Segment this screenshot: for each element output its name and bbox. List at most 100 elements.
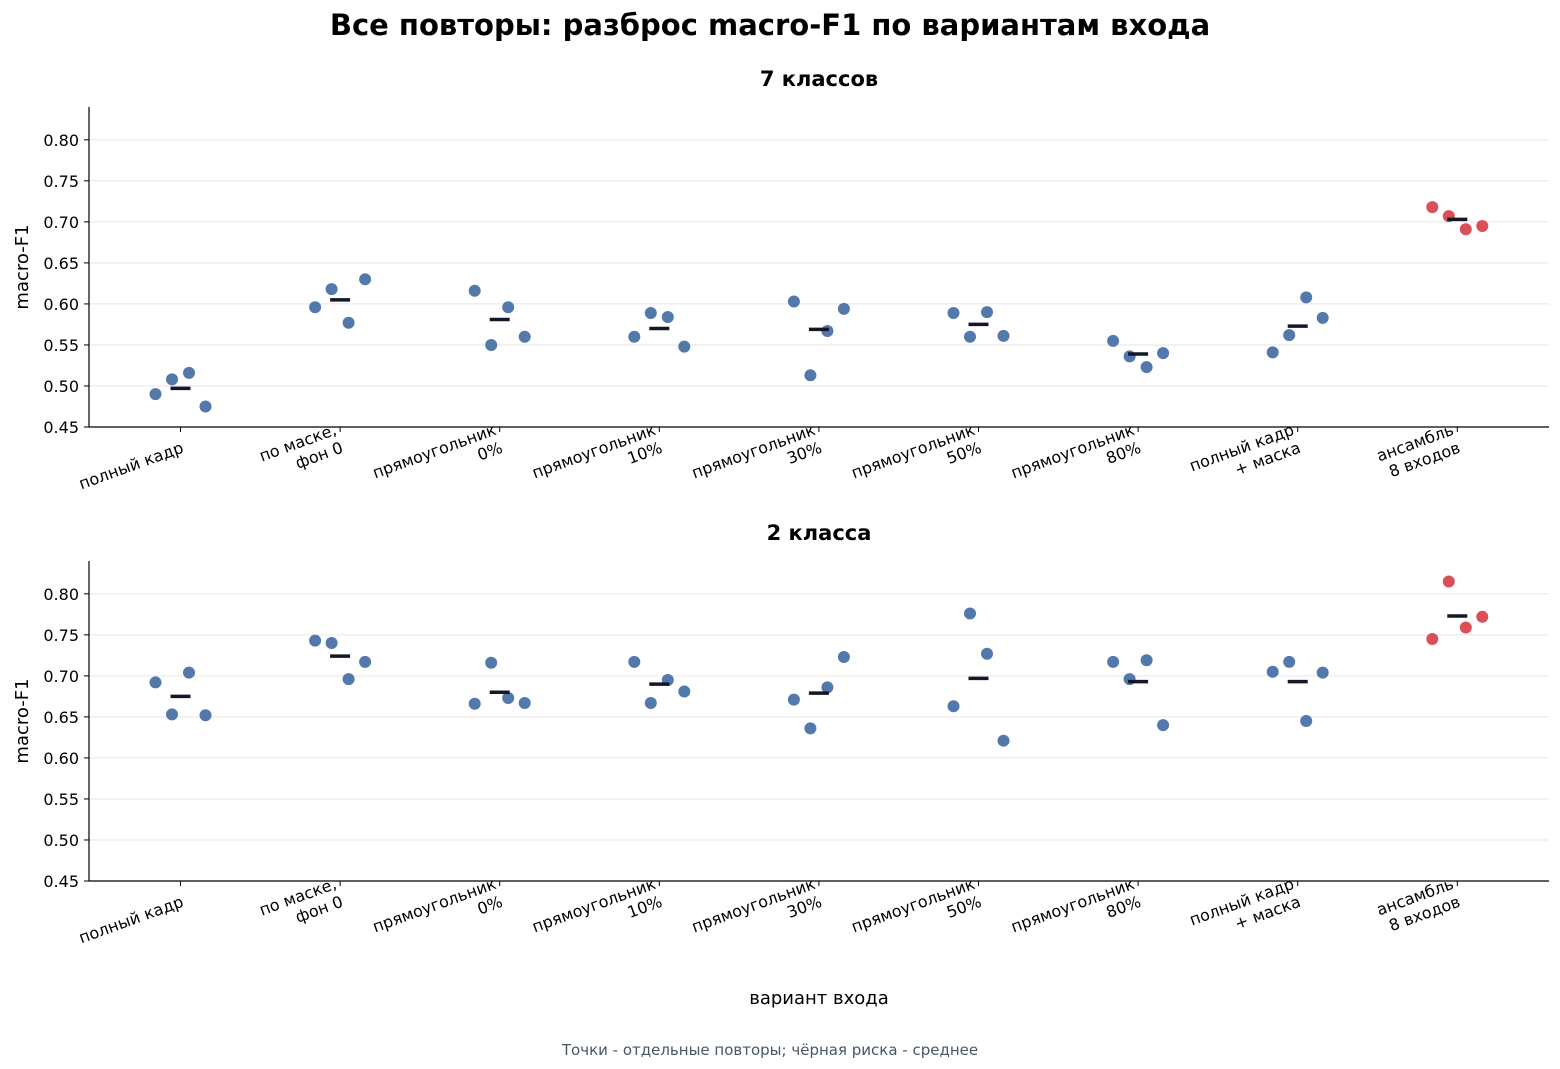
- data-point: [149, 676, 162, 689]
- x-tick-label: прямоугольник80%: [1008, 420, 1143, 500]
- data-point: [502, 301, 515, 314]
- data-point: [485, 656, 498, 669]
- chart-panel-2: 2 класса 0.45 0.50 0.55 0.60 0.65 0.70 0.75 0.80…: [12, 521, 1549, 1009]
- data-point: [1442, 575, 1455, 588]
- x-tick-label: прямоугольник10%: [530, 420, 665, 500]
- x-tick-label-line: полный кадр: [76, 892, 186, 947]
- x-tick-label: полный кадр+ маска: [1187, 874, 1303, 947]
- data-point: [1157, 347, 1170, 360]
- data-point: [309, 301, 322, 314]
- data-point: [325, 283, 338, 296]
- data-point: [1476, 610, 1489, 623]
- data-point: [787, 693, 800, 706]
- data-point: [1316, 311, 1329, 324]
- y-tick-label: 0.60: [43, 295, 79, 314]
- data-point: [359, 655, 372, 668]
- x-tick-label: полный кадр+ маска: [1187, 420, 1303, 493]
- data-point: [1300, 291, 1313, 304]
- x-tick-label: полный кадр: [76, 892, 186, 947]
- x-tick-label: прямоугольник10%: [530, 874, 665, 954]
- figure-title: Все повторы: разброс macro-F1 по вариант…: [330, 8, 1210, 42]
- data-point: [628, 655, 641, 668]
- chart-panel-1: 7 классов 0.45 0.50 0.55 0.60 0.65 0.70 0.75 0.8…: [12, 67, 1549, 500]
- data-point: [342, 673, 355, 686]
- panels: 7 классов 0.45 0.50 0.55 0.60 0.65 0.70 0.75 0.8…: [12, 67, 1549, 1009]
- data-point: [359, 273, 372, 286]
- y-tick-label: 0.70: [43, 213, 79, 232]
- data-point: [149, 388, 162, 401]
- data-point: [837, 651, 850, 663]
- data-point: [342, 316, 355, 329]
- data-point: [964, 607, 976, 620]
- data-point: [1140, 654, 1153, 667]
- data-point: [183, 666, 195, 679]
- data-point: [787, 295, 800, 308]
- data-point: [502, 692, 515, 705]
- data-point: [997, 734, 1010, 747]
- y-tick-label: 0.65: [43, 708, 79, 727]
- x-tick-label: прямоугольник50%: [849, 420, 984, 500]
- y-tick-label: 0.60: [43, 749, 79, 768]
- y-tick-label: 0.75: [43, 626, 79, 645]
- data-point: [199, 400, 212, 413]
- x-tick-label: по маске,фон 0: [257, 874, 346, 937]
- data-point: [518, 330, 531, 343]
- data-point: [1107, 334, 1120, 347]
- data-point: [1476, 219, 1489, 232]
- data-point: [678, 340, 691, 353]
- data-point: [1459, 621, 1472, 634]
- data-point: [1316, 666, 1329, 679]
- data-point: [661, 311, 674, 324]
- data-point: [1426, 201, 1439, 214]
- data-point: [1157, 719, 1170, 732]
- data-point: [183, 366, 195, 379]
- y-tick-label: 0.55: [43, 336, 79, 355]
- y-tick-label: 0.75: [43, 172, 79, 191]
- panel-title: 7 классов: [760, 67, 878, 91]
- data-point: [644, 306, 657, 319]
- x-tick-label: ансамбль8 входов: [1374, 420, 1463, 483]
- x-tick-label: прямоугольник50%: [849, 874, 984, 954]
- x-axis-label: вариант входа: [749, 988, 889, 1009]
- data-point: [947, 700, 960, 713]
- caption: Точки - отдельные повторы; чёрная риска …: [561, 1041, 978, 1059]
- data-point: [1300, 715, 1313, 727]
- y-tick-label: 0.50: [43, 831, 79, 850]
- y-tick-label: 0.70: [43, 667, 79, 686]
- data-point: [1459, 223, 1472, 236]
- data-point: [325, 637, 338, 650]
- data-point: [947, 306, 960, 319]
- y-tick-label: 0.55: [43, 790, 79, 809]
- y-tick-label: 0.80: [43, 585, 79, 604]
- data-point: [837, 302, 850, 315]
- data-point: [964, 330, 976, 343]
- data-point: [1266, 346, 1279, 359]
- y-axis-label: macro-F1: [12, 224, 33, 309]
- data-point: [485, 338, 498, 351]
- data-point: [1283, 655, 1296, 668]
- data-point: [997, 329, 1010, 342]
- data-point: [981, 306, 993, 319]
- x-tick-label: ансамбль8 входов: [1374, 874, 1463, 937]
- data-point: [1266, 665, 1279, 678]
- data-point: [678, 685, 691, 698]
- data-point: [1107, 655, 1120, 668]
- data-point: [468, 697, 481, 710]
- data-point: [199, 709, 212, 722]
- y-tick-label: 0.65: [43, 254, 79, 273]
- x-tick-label: прямоугольник30%: [689, 874, 824, 954]
- data-point: [628, 330, 641, 343]
- data-point: [518, 696, 531, 709]
- data-point: [166, 708, 178, 721]
- x-tick-label: прямоугольник0%: [370, 420, 505, 500]
- data-point: [981, 647, 993, 660]
- x-tick-label-line: полный кадр: [76, 438, 186, 493]
- x-tick-label: по маске,фон 0: [257, 420, 346, 483]
- panel-title: 2 класса: [767, 521, 872, 545]
- data-point: [644, 696, 657, 709]
- data-point: [1140, 361, 1153, 374]
- y-tick-label: 0.45: [43, 418, 79, 437]
- data-point: [1283, 329, 1296, 342]
- data-point: [1426, 632, 1439, 645]
